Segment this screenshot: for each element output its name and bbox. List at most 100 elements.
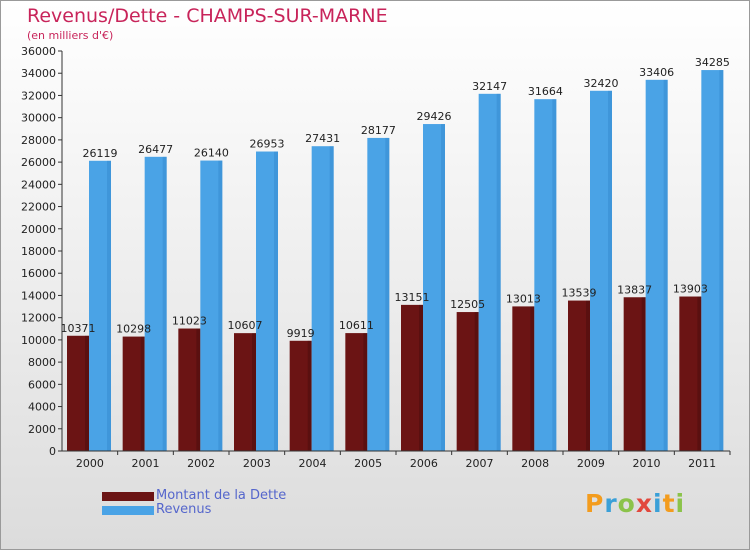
value-label-dette: 9919	[287, 327, 315, 340]
logo-letter: t	[662, 489, 676, 518]
x-axis: 2000 2001 2002 2003 2004 2005 2006 2007 2008 2009…	[62, 450, 731, 470]
value-label-revenus: 29426	[417, 110, 452, 123]
bars	[67, 70, 724, 452]
legend-swatch-dette	[102, 491, 154, 501]
y-tick-label: 24000	[21, 178, 56, 191]
value-label-dette: 11023	[172, 315, 207, 328]
y-tick-label: 8000	[28, 356, 56, 369]
bar-revenus	[701, 70, 724, 452]
logo-letter: i	[653, 489, 663, 518]
bar-revenus	[590, 90, 612, 452]
x-tick-label: 2003	[243, 457, 271, 470]
bar-shade	[530, 306, 535, 451]
bar-shade	[307, 340, 312, 451]
value-label-revenus: 33406	[639, 66, 674, 79]
legend-item-dette: Montant de la Dette	[102, 489, 286, 503]
y-tick-label: 20000	[21, 223, 56, 236]
bar-shade	[252, 333, 256, 451]
value-label-revenus: 32147	[472, 80, 507, 93]
x-tick-label: 2005	[354, 457, 382, 470]
logo-letter: x	[635, 489, 653, 518]
x-tick-label: 2006	[410, 457, 438, 470]
y-tick-label: 16000	[21, 267, 56, 280]
value-label-dette: 10611	[339, 319, 374, 332]
bar-shade	[697, 296, 702, 451]
value-label-revenus: 32420	[584, 77, 619, 90]
x-tick-label: 2002	[187, 457, 215, 470]
value-label-revenus: 26119	[83, 147, 118, 160]
value-label-revenus: 26140	[194, 147, 229, 160]
y-tick-label: 36000	[21, 45, 56, 58]
bar-shade	[586, 300, 590, 451]
x-tick-label: 2000	[76, 457, 104, 470]
value-label-dette: 10298	[116, 323, 151, 336]
logo-letter: i	[675, 489, 686, 518]
bar-dette	[234, 333, 256, 451]
bar-dette	[568, 300, 590, 451]
logo-letter: r	[604, 489, 618, 518]
bar-revenus	[645, 79, 668, 452]
bar-dette	[623, 297, 646, 451]
y-tick-label: 4000	[28, 401, 56, 414]
bar-revenus	[311, 146, 334, 451]
y-tick-label: 32000	[21, 89, 56, 102]
bar-shade	[329, 146, 334, 451]
y-axis: 0 2000 4000 6000 8000 10000 12000 14000 16000 180…	[21, 45, 63, 458]
y-tick-label: 14000	[21, 289, 56, 302]
legend-swatch-revenus	[102, 505, 154, 515]
y-tick-label: 0	[49, 445, 56, 458]
bar-shade	[552, 99, 557, 451]
bar-shade	[719, 70, 724, 452]
bar-shade	[85, 335, 89, 451]
bar-shade	[663, 79, 668, 452]
value-label-revenus: 26953	[250, 138, 285, 151]
bar-shade	[363, 333, 368, 451]
bar-revenus	[200, 160, 223, 452]
y-tick-label: 2000	[28, 423, 56, 436]
bar-revenus	[367, 137, 390, 451]
value-label-dette: 12505	[450, 298, 485, 311]
logo-letter: o	[617, 489, 636, 518]
logo-letter: P	[585, 489, 605, 518]
bar-dette	[122, 336, 145, 451]
value-label-revenus: 27431	[305, 132, 340, 145]
value-label-dette: 13013	[506, 292, 541, 305]
value-label-revenus: 28177	[361, 124, 396, 137]
y-tick-label: 30000	[21, 112, 56, 125]
value-label-revenus: 34285	[695, 56, 730, 69]
bar-dette	[512, 306, 535, 451]
y-tick-label: 28000	[21, 134, 56, 147]
bar-shade	[496, 93, 501, 452]
bar-shade	[162, 156, 167, 452]
bar-revenus	[256, 151, 278, 451]
value-label-revenus: 31664	[528, 85, 563, 98]
value-labels: 10371 26119 10298 26477 11023 26140 10607 26953…	[61, 56, 730, 340]
x-tick-label: 2008	[521, 457, 549, 470]
chart-subtitle: (en milliers d'€)	[27, 29, 114, 42]
y-tick-label: 10000	[21, 334, 56, 347]
y-tick-label: 6000	[28, 378, 56, 391]
bar-dette	[456, 312, 479, 451]
y-tick-label: 34000	[21, 67, 56, 80]
bar-revenus	[423, 124, 445, 452]
bar-dette	[178, 328, 201, 451]
y-tick-label: 22000	[21, 201, 56, 214]
bar-shade	[441, 124, 445, 452]
bar-dette	[345, 333, 368, 451]
bar-shade	[274, 151, 278, 451]
bar-shade	[140, 336, 145, 451]
value-label-dette: 10607	[228, 319, 263, 332]
bar-revenus	[478, 93, 501, 452]
y-tick-label: 26000	[21, 156, 56, 169]
bar-dette	[289, 340, 312, 451]
bar-shade	[218, 160, 223, 452]
bar-dette	[679, 296, 702, 451]
x-tick-label: 2004	[299, 457, 327, 470]
bar-shade	[196, 328, 201, 451]
x-tick-label: 2009	[577, 457, 605, 470]
y-tick-label: 12000	[21, 312, 56, 325]
legend-item-revenus: Revenus	[102, 503, 211, 517]
bar-shade	[107, 160, 111, 452]
